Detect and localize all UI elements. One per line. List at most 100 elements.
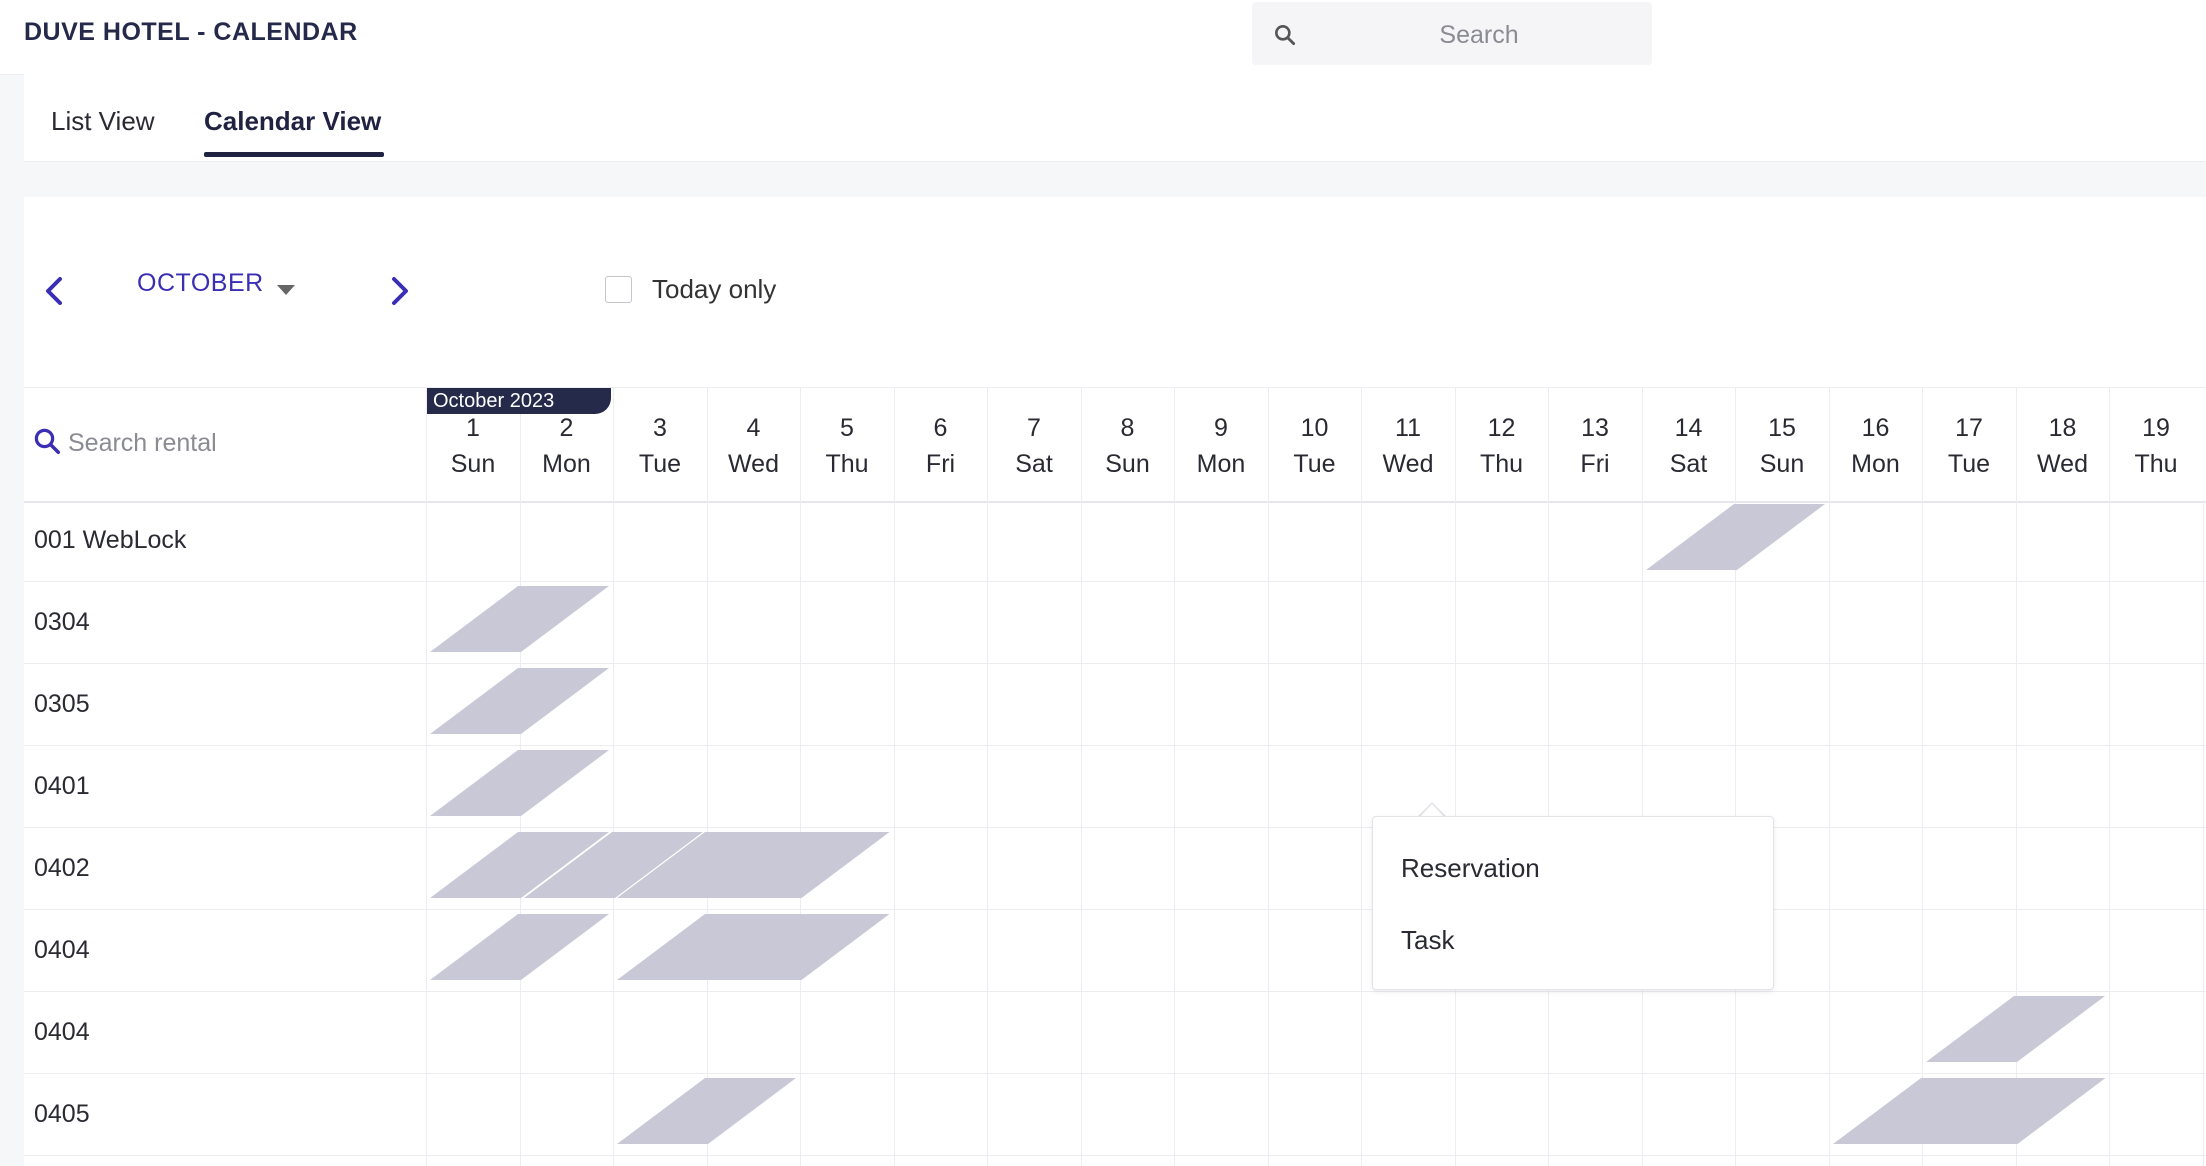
day-header: 12 Thu [1454, 388, 1548, 501]
grid-line [1267, 500, 1269, 1166]
tab-calendar-view[interactable]: Calendar View [204, 106, 382, 136]
rental-name: 0405 [34, 1100, 90, 1128]
grid-line [2202, 500, 2204, 1166]
active-tab-indicator [204, 152, 384, 157]
app-title: DUVE HOTEL - CALENDAR [24, 18, 358, 46]
rental-row[interactable]: 0405 [24, 1074, 2206, 1156]
day-header: 8 Sun [1080, 388, 1174, 501]
day-weekday: Thu [2134, 450, 2178, 478]
search-input[interactable] [1312, 14, 1646, 56]
booking-block[interactable] [430, 668, 613, 734]
rental-name: 0305 [34, 690, 90, 718]
booking-shape [430, 914, 609, 980]
booking-block[interactable] [523, 832, 707, 898]
calendar-grid: 1 Sun 2 Mon 3 Tue 4 Wed 5 Thu 6 Fri 7 Sat 8 Sun 9 Mon 10 Tu… [24, 387, 2206, 1166]
day-header: 1 Sun [426, 388, 519, 501]
rental-name: 0304 [34, 608, 90, 636]
view-tabs: List View Calendar View [24, 74, 2206, 162]
day-number: 4 [746, 414, 761, 442]
prev-month-button[interactable] [36, 271, 76, 311]
day-number: 15 [1768, 414, 1796, 442]
booking-shape [617, 1078, 796, 1144]
day-header: 6 Fri [893, 388, 987, 501]
booking-block[interactable] [430, 832, 613, 898]
global-search[interactable] [1252, 2, 1652, 65]
day-number: 3 [653, 414, 667, 442]
day-weekday: Mon [542, 450, 591, 478]
day-number: 9 [1214, 414, 1228, 442]
day-weekday: Thu [825, 450, 869, 478]
grid-line [426, 500, 427, 1166]
day-header: 17 Tue [1922, 388, 2015, 501]
context-menu-pointer-inner [1420, 804, 1444, 817]
rental-row[interactable]: 0404 [24, 910, 2206, 992]
search-icon [34, 428, 60, 454]
day-header: 19 Thu [2109, 388, 2202, 501]
day-weekday: Sat [1015, 450, 1053, 478]
rental-search-input[interactable] [66, 424, 400, 462]
day-header: 5 Thu [800, 388, 893, 501]
booking-shape [430, 586, 609, 652]
day-weekday: Sun [450, 450, 496, 478]
booking-shape [523, 832, 703, 898]
rental-row[interactable]: 0401 [24, 746, 2206, 828]
month-select[interactable]: OCTOBER [137, 269, 264, 297]
booking-shape [1832, 1078, 2105, 1144]
rental-row[interactable]: 001 WebLock [24, 500, 2206, 582]
day-weekday: Mon [1851, 450, 1900, 478]
rental-name: 001 WebLock [34, 526, 187, 554]
rental-name: 0404 [34, 1018, 90, 1046]
booking-shape [617, 832, 890, 898]
day-weekday: Wed [2037, 450, 2088, 478]
day-header: 3 Tue [613, 388, 706, 501]
booking-block[interactable] [617, 914, 894, 980]
day-header: 18 Wed [2015, 388, 2109, 501]
booking-block[interactable] [430, 586, 613, 652]
rental-row[interactable]: 0402 [24, 828, 2206, 910]
rental-name: 0404 [34, 936, 90, 964]
day-number: 6 [933, 414, 948, 442]
chevron-down-icon[interactable] [277, 285, 295, 295]
grid-line [1828, 500, 1830, 1166]
day-header: 7 Sat [987, 388, 1080, 501]
booking-shape [617, 914, 890, 980]
today-only-checkbox[interactable] [605, 276, 632, 303]
booking-block[interactable] [430, 914, 613, 980]
booking-block[interactable] [617, 1078, 800, 1144]
booking-block[interactable] [617, 832, 894, 898]
booking-block[interactable] [430, 750, 613, 816]
rental-name: 0401 [34, 772, 90, 800]
booking-block[interactable] [1832, 1078, 2110, 1144]
day-number: 5 [840, 414, 854, 442]
calendar-panel: OCTOBER Today only 1 Sun 2 Mon 3 Tue 4 Wed 5 Thu 6… [24, 197, 2206, 1166]
day-number: 11 [1395, 414, 1421, 442]
rental-row[interactable]: 0304 [24, 582, 2206, 664]
day-weekday: Sat [1669, 450, 1708, 478]
day-weekday: Wed [728, 450, 779, 478]
grid-line [1174, 500, 1175, 1166]
tab-list-view[interactable]: List View [51, 106, 155, 136]
day-number: 13 [1581, 414, 1609, 442]
grid-line [1080, 500, 1082, 1166]
search-icon [1275, 25, 1296, 46]
day-header: 10 Tue [1267, 388, 1361, 501]
day-weekday: Fri [925, 450, 956, 478]
booking-shape [1926, 996, 2105, 1062]
menu-item-task[interactable]: Task [1401, 925, 1455, 955]
booking-block[interactable] [1926, 996, 2109, 1062]
grid-line [1922, 500, 1923, 1166]
day-header: 14 Sat [1641, 388, 1735, 501]
rental-row[interactable]: 0404 [24, 992, 2206, 1074]
day-number: 19 [2142, 414, 2170, 442]
day-number: 1 [466, 414, 480, 442]
top-bar: DUVE HOTEL - CALENDAR [0, 0, 2206, 75]
menu-item-reservation[interactable]: Reservation [1401, 853, 1540, 883]
day-number: 14 [1674, 414, 1703, 442]
grid-line [987, 500, 988, 1166]
day-number: 8 [1120, 414, 1135, 442]
day-weekday: Thu [1479, 450, 1524, 478]
rental-row[interactable]: 0305 [24, 664, 2206, 746]
next-month-button[interactable] [378, 271, 418, 311]
rental-name: 0402 [34, 854, 90, 882]
booking-block[interactable] [1645, 504, 1829, 570]
